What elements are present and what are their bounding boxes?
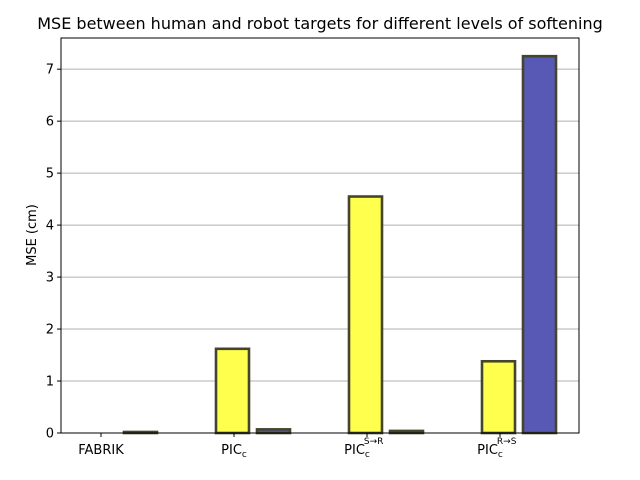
bar-series1-3 (480, 359, 517, 435)
y-tick-label: 4 (46, 219, 54, 234)
x-tick-label-sup: S→R (364, 437, 384, 447)
y-axis-ticks: 0 1 2 3 4 5 6 7 (46, 63, 61, 442)
y-tick-label: 1 (46, 375, 54, 390)
axes (60, 37, 580, 434)
bar-series2-1 (255, 428, 292, 435)
y-tick-label: 3 (46, 271, 54, 286)
x-tick-label: PICc (344, 443, 370, 460)
y-axis-label: MSE (cm) (25, 204, 40, 266)
bar-series2-3 (521, 54, 558, 435)
y-tick-label: 6 (46, 115, 54, 130)
bar-series1-2 (347, 195, 384, 435)
y-tick-label: 2 (46, 323, 54, 338)
x-tick-label: FABRIK (78, 443, 124, 458)
x-tick-label: PICc (221, 443, 247, 460)
bars (122, 54, 558, 435)
plot-frame (60, 37, 580, 434)
y-tick-label: 5 (46, 167, 54, 182)
bar-series1-1 (214, 347, 251, 435)
x-tick-label-sup: R→S (497, 437, 517, 447)
y-tick-label: 7 (46, 63, 54, 78)
gridlines (61, 68, 579, 434)
chart-title: MSE between human and robot targets for … (37, 14, 602, 33)
x-tick-label: PICc (477, 443, 503, 460)
y-tick-label: 0 (46, 427, 54, 442)
